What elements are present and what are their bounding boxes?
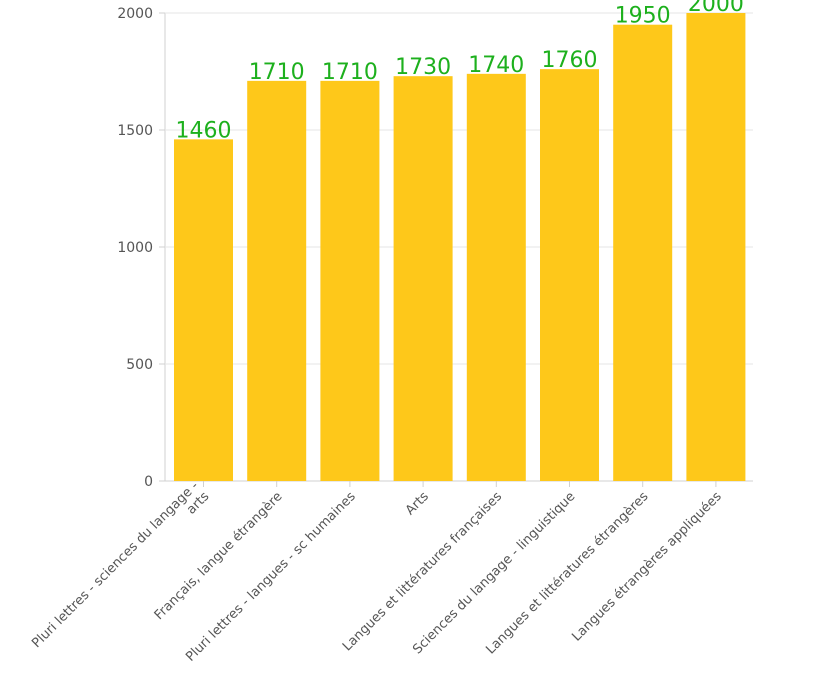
- data-label: 1740: [468, 53, 524, 78]
- bar: [320, 80, 380, 482]
- x-tick-label: Arts: [403, 489, 432, 518]
- bar: [686, 13, 746, 481]
- data-label: 1950: [615, 4, 671, 29]
- bars: [174, 13, 746, 482]
- y-tick-label: 1000: [117, 240, 153, 256]
- x-tick-label: Langues étrangères appliquées: [569, 489, 724, 644]
- y-tick-label: 2000: [117, 6, 153, 22]
- bar: [466, 73, 526, 481]
- y-tick-label: 500: [126, 357, 153, 373]
- x-tick-label: Pluri lettres - langues - sc humaines: [183, 489, 359, 665]
- x-tick-label: Sciences du langage - linguistique: [410, 489, 578, 657]
- bar: [174, 139, 233, 482]
- data-label: 1710: [322, 60, 378, 85]
- data-label: 1760: [542, 48, 598, 73]
- data-label: 1730: [395, 55, 451, 80]
- bar: [393, 76, 453, 482]
- x-axis-ticks: Pluri lettres - sciences du langage -art…: [29, 478, 725, 664]
- bar: [613, 24, 673, 481]
- x-tick-label: Langues et littératures françaises: [340, 489, 505, 654]
- y-tick-label: 0: [144, 474, 153, 490]
- x-tick-label: Pluri lettres - sciences du langage -art…: [29, 478, 212, 661]
- y-axis-ticks: 0 500 1000 1500 2000: [117, 6, 165, 490]
- bar: [247, 80, 307, 482]
- data-label: 1460: [176, 118, 232, 143]
- bar: [540, 69, 599, 481]
- data-labels: 1460 1710 1710 1730 1740 1760 1950 2000: [176, 0, 744, 143]
- data-label: 2000: [688, 0, 744, 17]
- data-label: 1710: [249, 60, 305, 85]
- x-tick-label: Langues et littératures étrangères: [483, 489, 651, 657]
- y-tick-label: 1500: [117, 123, 153, 139]
